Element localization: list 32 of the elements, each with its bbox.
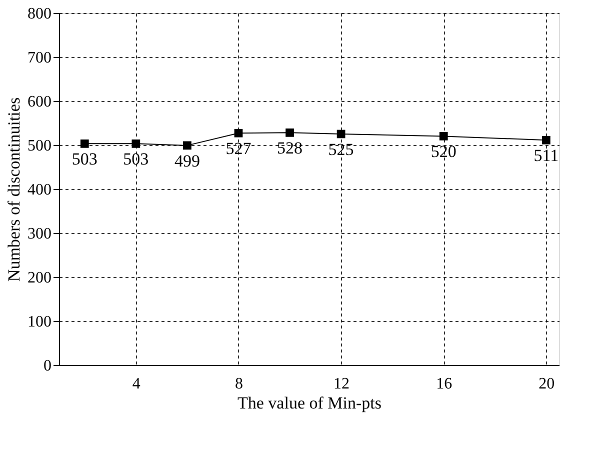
y-tick-label: 200: [28, 270, 52, 286]
data-label: 520: [430, 142, 456, 162]
point: [132, 139, 140, 148]
point: [439, 132, 448, 140]
y-tick-label: 800: [28, 6, 52, 22]
data-label: 525: [328, 140, 354, 159]
data-label: 511: [534, 146, 559, 166]
data-label: 499: [174, 151, 200, 170]
data-label: 503: [72, 150, 98, 169]
y-axis-title: Numbers of discontinuities: [4, 97, 24, 282]
y-tick-label: 400: [28, 182, 52, 198]
point: [336, 130, 346, 138]
x-tick-label: 16: [436, 376, 452, 392]
x-tick-label: 12: [334, 376, 350, 392]
data-label: 528: [277, 138, 303, 158]
y-tick-label: 700: [28, 50, 52, 66]
point: [80, 139, 89, 148]
x-axis-title: The value of Min-pts: [238, 394, 382, 412]
data-label: 503: [123, 150, 149, 169]
y-tick-label: 500: [28, 138, 52, 154]
point: [542, 136, 550, 144]
y-tick-label: 600: [28, 94, 52, 110]
point: [183, 141, 192, 150]
x-tick-label: 4: [132, 376, 140, 392]
y-tick-label: 0: [44, 358, 52, 374]
x-tick-label: 20: [538, 376, 555, 392]
y-tick-label: 100: [28, 314, 52, 330]
data-label: 527: [226, 139, 252, 158]
y-tick-label: 300: [28, 226, 52, 242]
point: [234, 128, 243, 138]
x-tick-label: 8: [234, 376, 243, 392]
point: [286, 128, 294, 137]
